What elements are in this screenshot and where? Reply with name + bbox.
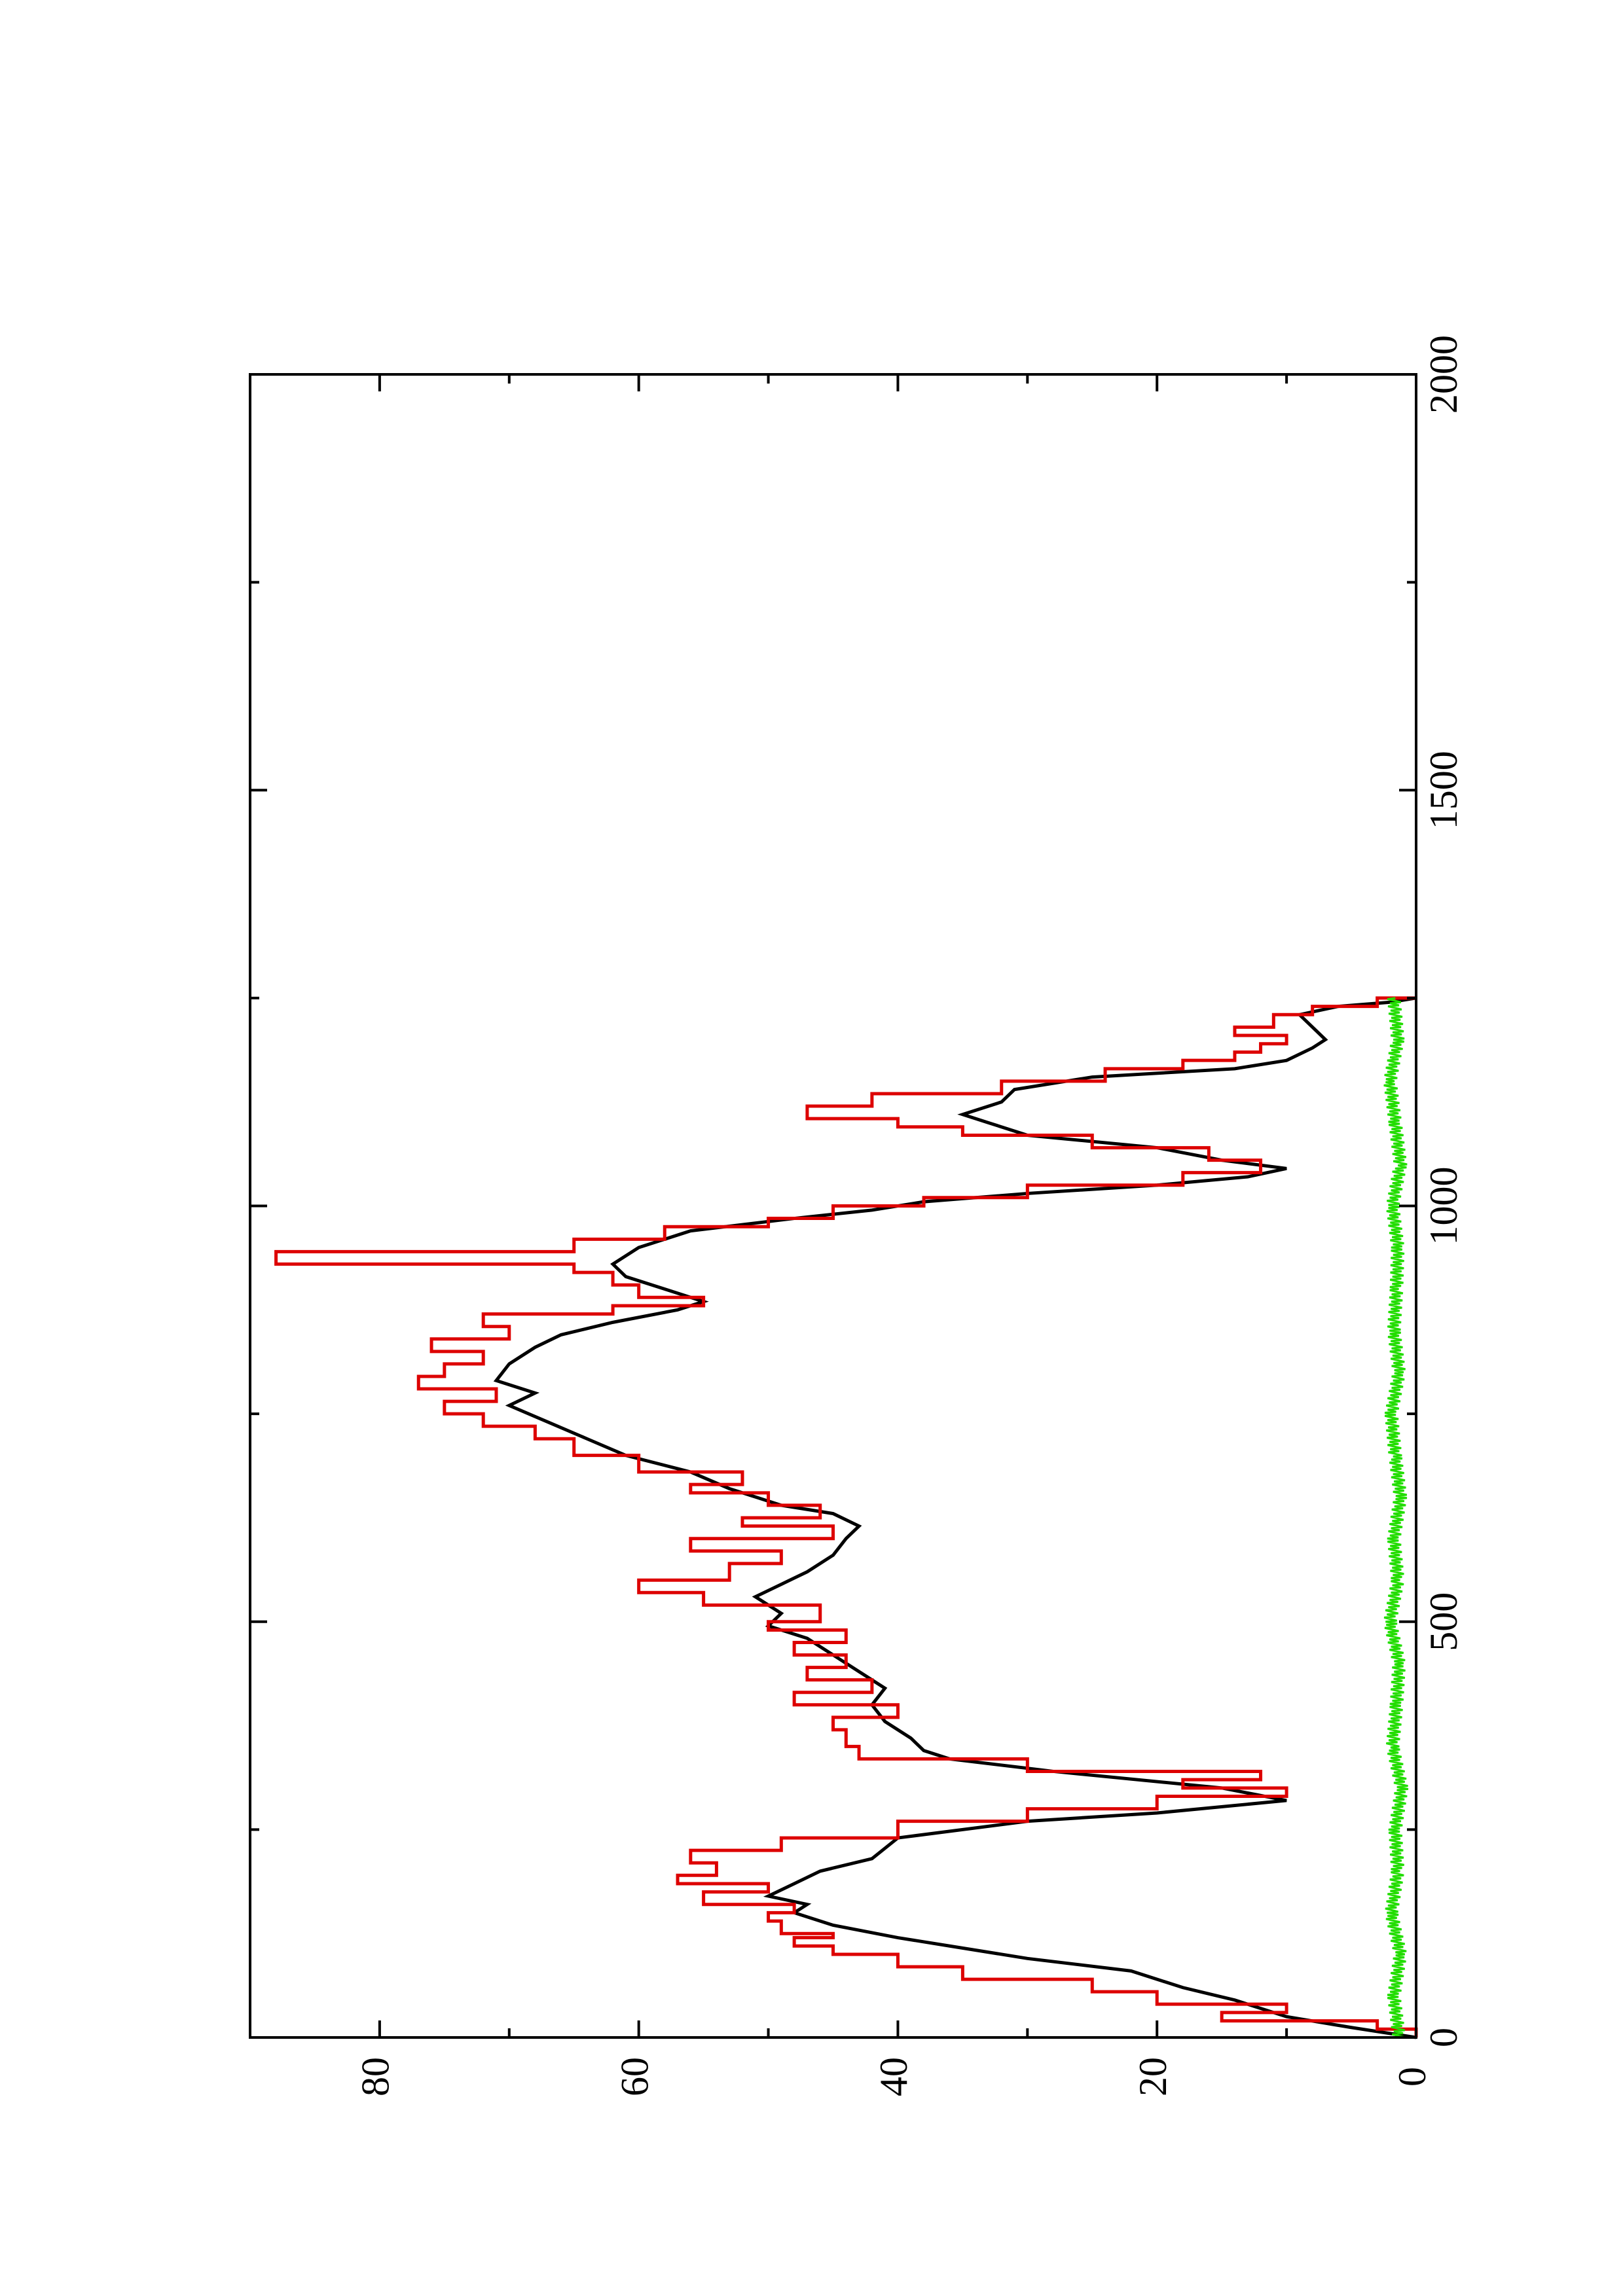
x-tick-label: 2000 [1422, 335, 1465, 414]
y-tick-label: 20 [1131, 2057, 1175, 2096]
y-tick-label: 80 [354, 2057, 397, 2096]
x-tick-label: 1500 [1422, 751, 1465, 829]
x-tick-label: 500 [1422, 1592, 1465, 1651]
y-tick-label: 60 [613, 2057, 656, 2096]
y-tick-label: 40 [872, 2057, 915, 2096]
series-line-2 [274, 996, 1418, 2037]
x-tick-label: 0 [1422, 2028, 1465, 2047]
y-tick-label: 0 [1391, 2067, 1434, 2087]
series-line-3 [1383, 997, 1409, 2039]
axis-ticks [249, 373, 1417, 2039]
plot-area [274, 996, 1418, 2039]
x-tick-label: 1000 [1422, 1167, 1465, 1246]
axis-tick-labels: 0 500 1000 1500 2000 0 20 40 60 80 [354, 335, 1465, 2096]
